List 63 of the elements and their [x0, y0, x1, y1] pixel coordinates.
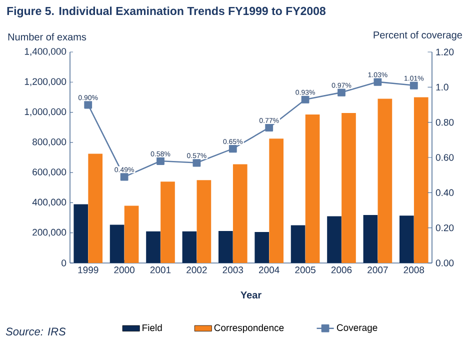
x-tick-label: 2008	[404, 266, 424, 274]
bar	[305, 114, 320, 263]
y-axis-title: Number of exams	[8, 33, 86, 40]
y2-axis-title: Percent of coverage	[374, 31, 462, 40]
x-tick-label: 1999	[78, 266, 98, 274]
bar	[146, 231, 160, 263]
x-tick-label: 2003	[222, 266, 244, 274]
x-tick-label: 2006	[331, 266, 352, 274]
y-tick-label: 800,000	[32, 138, 66, 146]
y2-tick-label: 0.80	[436, 118, 454, 126]
point	[84, 100, 92, 109]
point	[120, 172, 128, 181]
bar	[124, 206, 139, 263]
y-tick-label: 1,200,000	[24, 78, 66, 86]
bar	[327, 216, 342, 263]
x-tick-label: 2000	[114, 266, 134, 274]
y-tick-label: 200,000	[32, 228, 66, 237]
y-tick-label: 1,400,000	[24, 48, 66, 56]
point	[338, 88, 346, 96]
x-tick-label: 2005	[295, 266, 316, 274]
legend-label: Correspondence	[214, 324, 284, 334]
bar	[218, 231, 233, 263]
point	[301, 96, 310, 104]
bar	[414, 97, 428, 263]
legend-label: Coverage	[336, 324, 378, 333]
bar	[160, 182, 175, 263]
bar	[110, 224, 124, 263]
bar	[378, 98, 392, 263]
x-tick-label: 2001	[150, 266, 171, 274]
y2-tick-label: 0.20	[436, 224, 454, 232]
y-tick-label: 600,000	[32, 168, 66, 176]
bar	[254, 232, 270, 263]
point	[228, 144, 237, 153]
y2-tick-label: 0.00	[436, 260, 454, 266]
bar	[342, 113, 356, 263]
bar	[232, 164, 248, 263]
point	[192, 158, 201, 167]
x-axis-title: Year	[240, 291, 262, 298]
y-tick-label: 1,000,000	[24, 108, 66, 116]
bar	[88, 154, 103, 263]
x-tick-label: 2004	[259, 266, 280, 274]
y2-tick-label: 0.40	[436, 189, 454, 196]
legend-label: Field	[142, 324, 162, 332]
y-tick-label: 0	[62, 260, 66, 266]
y2-tick-label: 0.60	[436, 154, 454, 161]
x-tick-label: 2007	[368, 266, 388, 274]
bar	[290, 225, 306, 263]
point	[374, 78, 382, 86]
bar	[196, 180, 212, 263]
bar	[399, 216, 414, 263]
point	[265, 124, 274, 132]
y2-tick-label: 1.0	[436, 84, 448, 91]
x-tick-label: 2002	[186, 266, 207, 274]
source-note: Source: IRS	[6, 328, 66, 336]
y-tick-label: 400,000	[32, 198, 66, 207]
point	[410, 81, 418, 90]
chart-title: Figure 5. Individual Examination Trends FY1999 to FY2008	[7, 6, 326, 18]
bar	[74, 204, 88, 263]
y2-tick-label: 1.20	[436, 48, 454, 56]
bar	[269, 138, 284, 263]
bar	[182, 231, 197, 263]
bar	[363, 215, 378, 263]
point	[156, 157, 164, 165]
